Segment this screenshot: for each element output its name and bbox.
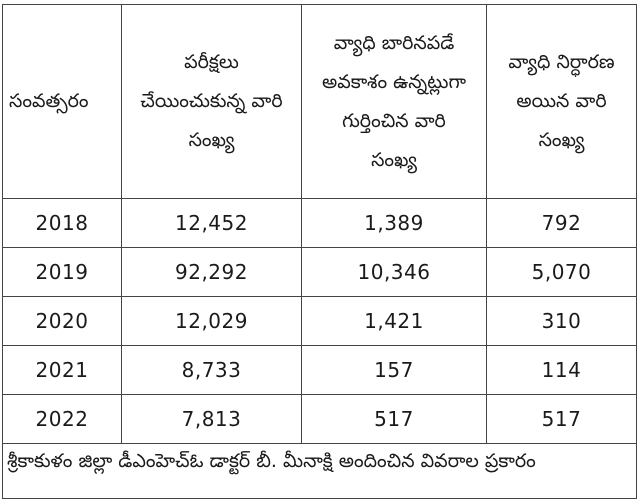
cell-tested: 7,813 (121, 394, 302, 444)
cell-at-risk: 1,389 (301, 198, 487, 248)
cell-tested: 92,292 (121, 247, 302, 297)
header-tested: పరీక్షలు చేయించుకున్న వారి సంఖ్య (121, 4, 302, 199)
cell-at-risk: 10,346 (301, 247, 487, 297)
header-diagnosed-line-3: సంఖ్య (538, 129, 585, 151)
cell-diagnosed: 792 (486, 198, 637, 248)
header-year-line-1: సంవత్సరం (9, 90, 89, 112)
cell-at-risk: 517 (301, 394, 487, 444)
cell-year: 2018 (2, 198, 122, 248)
header-at-risk-line-1: వ్యాధి బారినపడే (333, 31, 455, 54)
cell-diagnosed: 5,070 (486, 247, 637, 297)
header-tested-line-1: పరీక్షలు (184, 51, 239, 73)
header-diagnosed-line-2: అయిన వారి (516, 90, 607, 112)
table-body: 2018 12,452 1,389 792 2019 92,292 10,346… (2, 198, 637, 499)
table-row: 2021 8,733 157 114 (2, 345, 637, 395)
data-table: సంవత్సరం పరీక్షలు చేయించుకున్న వారి సంఖ్… (2, 4, 637, 499)
cell-diagnosed: 517 (486, 394, 637, 444)
cell-diagnosed: 310 (486, 296, 637, 346)
source-note: శ్రీకాకుళం జిల్లా డీఎంహెచ్‌ఓ డాక్టర్ బీ.… (2, 443, 637, 499)
cell-year: 2020 (2, 296, 122, 346)
cell-year: 2021 (2, 345, 122, 395)
header-diagnosed-line-1: వ్యాధి నిర్ధారణ (508, 51, 615, 73)
cell-at-risk: 157 (301, 345, 487, 395)
header-row: సంవత్సరం పరీక్షలు చేయించుకున్న వారి సంఖ్… (2, 4, 637, 199)
cell-tested: 12,029 (121, 296, 302, 346)
header-at-risk: వ్యాధి బారినపడే అవకాశం ఉన్నట్లుగా గుర్తి… (301, 4, 487, 199)
table-row: 2022 7,813 517 517 (2, 394, 637, 444)
header-at-risk-line-2: అవకాశం ఉన్నట్లుగా (322, 70, 466, 93)
cell-at-risk: 1,421 (301, 296, 487, 346)
header-diagnosed: వ్యాధి నిర్ధారణ అయిన వారి సంఖ్య (486, 4, 637, 199)
cell-tested: 12,452 (121, 198, 302, 248)
cell-tested: 8,733 (121, 345, 302, 395)
header-tested-line-3: సంఖ్య (188, 129, 235, 151)
header-year: సంవత్సరం (2, 4, 122, 199)
table-row: 2019 92,292 10,346 5,070 (2, 247, 637, 297)
footer-row: శ్రీకాకుళం జిల్లా డీఎంహెచ్‌ఓ డాక్టర్ బీ.… (2, 443, 637, 499)
cell-year: 2022 (2, 394, 122, 444)
header-tested-line-2: చేయించుకున్న వారి (140, 90, 283, 112)
table-row: 2018 12,452 1,389 792 (2, 198, 637, 248)
header-at-risk-line-3: గుర్తించిన వారి (342, 109, 446, 132)
table-row: 2020 12,029 1,421 310 (2, 296, 637, 346)
data-table-container: సంవత్సరం పరీక్షలు చేయించుకున్న వారి సంఖ్… (2, 4, 637, 499)
cell-year: 2019 (2, 247, 122, 297)
table-header: సంవత్సరం పరీక్షలు చేయించుకున్న వారి సంఖ్… (2, 4, 637, 199)
header-at-risk-line-4: సంఖ్య (371, 148, 417, 171)
cell-diagnosed: 114 (486, 345, 637, 395)
